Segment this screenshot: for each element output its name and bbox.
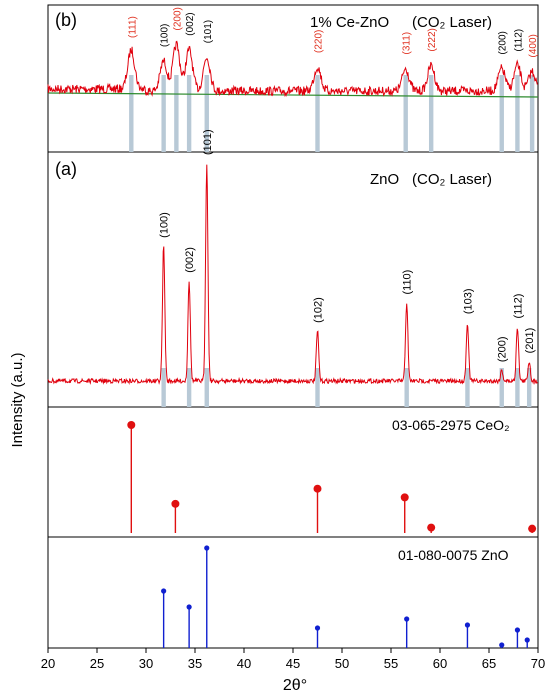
reference-bar [526, 368, 532, 407]
panel-b-condition: (CO₂ Laser) [412, 14, 492, 31]
stem-marker [524, 637, 530, 643]
reference-bar [161, 75, 166, 152]
x-tick-label: 70 [531, 656, 545, 671]
x-ticks-layer: 20 25 30 35 40 45 50 55 60 65 70 [41, 648, 545, 671]
stem-marker [314, 625, 321, 631]
stem-marker [528, 524, 537, 533]
x-tick-label: 30 [139, 656, 153, 671]
x-tick-label: 25 [90, 656, 104, 671]
peak-label: (111) [127, 16, 138, 38]
stem-marker [313, 484, 322, 493]
peak-label: (200) [498, 31, 509, 54]
peak-label: (201) [524, 328, 536, 354]
stem-marker [404, 616, 410, 622]
reference-bar [174, 75, 179, 152]
peak-label: (112) [513, 29, 524, 52]
reference-bar [499, 75, 504, 152]
peak-label: (400) [528, 34, 539, 57]
ceo2-ref-title: 03-065-2975 CeO₂ [392, 417, 510, 433]
stems-layer [127, 421, 537, 648]
panel-a-condition: (CO₂ Laser) [412, 171, 492, 188]
peak-label: (222) [427, 28, 438, 51]
stem-marker [186, 604, 192, 610]
peak-label: (100) [159, 212, 171, 238]
panel-b-title: 1% Ce-ZnO [310, 14, 389, 31]
xrd-trace [47, 164, 538, 385]
reference-bars-layer [129, 75, 535, 407]
peak-label: (311) [402, 32, 413, 55]
baseline [47, 92, 539, 98]
reference-bar [204, 75, 209, 152]
reference-bar [465, 368, 470, 407]
xrd-trace [47, 40, 538, 98]
stem-marker [171, 499, 180, 508]
stem-marker [499, 642, 505, 648]
peak-label: (200) [172, 7, 183, 30]
reference-bar [499, 368, 504, 407]
reference-bar [315, 368, 320, 407]
y-axis-label: Intensity (a.u.) [9, 352, 26, 447]
x-tick-label: 40 [237, 656, 251, 671]
stem-marker [514, 627, 521, 633]
stem-marker [127, 421, 136, 429]
x-tick-label: 60 [433, 656, 447, 671]
peak-label: (112) [512, 294, 524, 319]
peak-label: (220) [314, 30, 325, 53]
stem-marker [464, 622, 471, 628]
reference-bar [186, 75, 192, 152]
peak-labels-layer: (111) (100)(200) (002) (101) (220) (311) (222)… [127, 7, 539, 362]
reference-bar [186, 368, 192, 407]
x-tick-label: 65 [482, 656, 496, 671]
x-tick-label: 45 [286, 656, 300, 671]
reference-bar [129, 75, 134, 152]
peak-label: (002) [185, 12, 196, 35]
peak-label: (101) [202, 129, 214, 155]
traces-layer [47, 40, 539, 385]
x-axis-label: 2θ° [283, 677, 307, 694]
stem-marker [204, 545, 210, 551]
peak-label: (200) [497, 336, 509, 362]
stem-marker [400, 493, 409, 502]
reference-bar [315, 75, 320, 152]
peak-label: (110) [402, 270, 414, 295]
peak-label: (002) [184, 247, 196, 273]
x-tick-label: 55 [384, 656, 398, 671]
reference-bar [515, 75, 520, 152]
reference-bar [204, 368, 209, 407]
x-tick-label: 20 [41, 656, 55, 671]
x-tick-label: 50 [335, 656, 349, 671]
peak-label: (100) [160, 24, 171, 47]
peak-label: (103) [462, 288, 474, 314]
reference-bar [161, 368, 166, 407]
reference-bar [515, 368, 520, 407]
panel-b-letter: (b) [55, 10, 77, 30]
peak-label: (102) [313, 297, 325, 323]
panel-a-letter: (a) [55, 159, 77, 179]
reference-bar [403, 75, 408, 152]
panel-a-title: ZnO [370, 171, 399, 188]
x-tick-label: 35 [188, 656, 202, 671]
stem-marker [427, 523, 436, 532]
reference-bar [529, 75, 535, 152]
frame-panel-a [47, 151, 539, 408]
zno-ref-title: 01-080-0075 ZnO [398, 547, 509, 563]
stem-marker [161, 588, 167, 594]
peak-label: (101) [203, 20, 214, 43]
reference-bar [404, 368, 409, 407]
reference-bar [428, 75, 434, 152]
